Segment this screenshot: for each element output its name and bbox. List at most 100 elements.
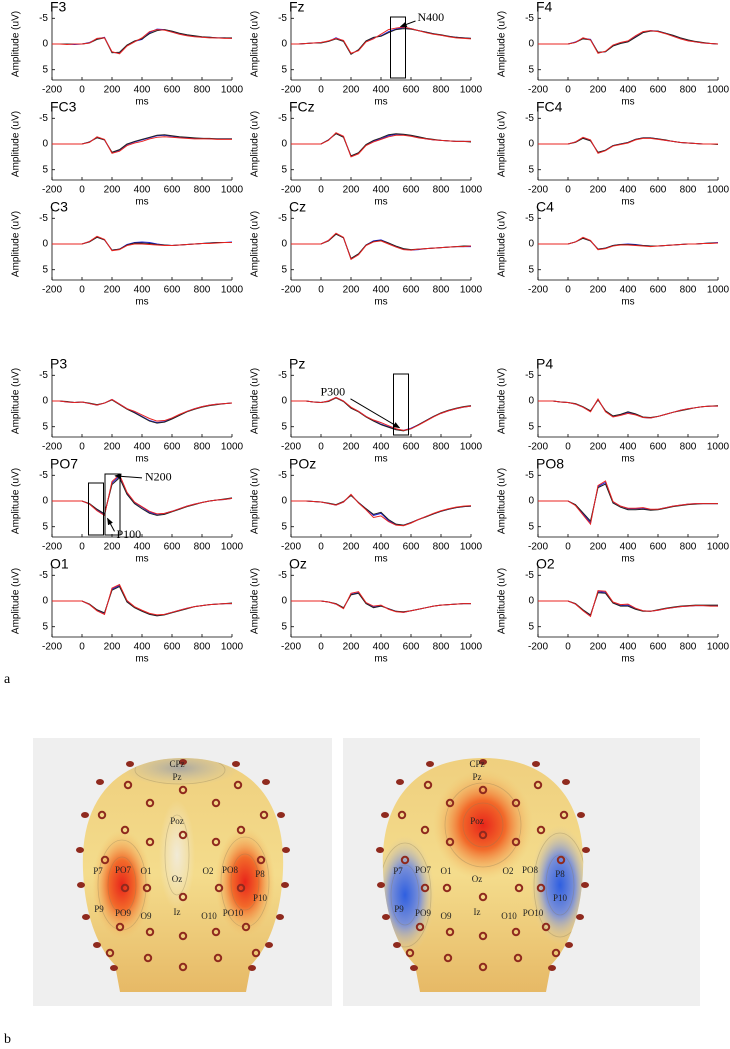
electrode (178, 830, 188, 840)
erp-line (538, 590, 718, 618)
electrode (533, 780, 543, 790)
x-tick-label: 200 (343, 185, 360, 196)
chart-title: PO7 (50, 456, 78, 472)
erp-line (52, 29, 232, 55)
y-tick-label: 5 (528, 264, 534, 275)
erp-line (52, 28, 233, 54)
chart-title: P3 (50, 356, 67, 372)
x-tick-label: 800 (680, 285, 697, 296)
x-tick-label: 1000 (707, 642, 730, 653)
y-tick-label: -5 (39, 370, 48, 381)
y-tick-label: -5 (39, 113, 48, 124)
erp-charts: -5 0 5 -200 0 200 400 600 800 1000 ms Amplitude (uV… (11, 0, 730, 665)
x-tick-label: 0 (318, 85, 324, 96)
x-tick-label: 0 (79, 285, 85, 296)
x-tick-label: -200 (528, 442, 548, 453)
electrode (513, 953, 523, 963)
electrode (548, 965, 556, 971)
x-tick-label: 200 (590, 442, 607, 453)
chart-title: F4 (536, 0, 553, 15)
y-axis-label: Amplitude (uV) (11, 211, 22, 277)
x-tick-label: 1000 (707, 185, 730, 196)
x-tick-label: 400 (134, 542, 151, 553)
x-tick-label: 1000 (221, 542, 244, 553)
electrode (120, 883, 130, 893)
x-tick-label: 200 (104, 285, 121, 296)
y-tick-label: 0 (528, 396, 534, 407)
annotation-box (88, 482, 104, 536)
x-tick-label: 1000 (460, 442, 483, 453)
x-tick-label: 0 (565, 642, 571, 653)
electrode (511, 798, 521, 808)
electrode (582, 847, 590, 853)
electrode-label: Poz (470, 816, 484, 826)
electrode (478, 892, 488, 902)
y-tick-label: 0 (42, 139, 48, 150)
x-tick-label: 0 (565, 285, 571, 296)
y-tick-label: 0 (281, 596, 287, 607)
electrode-label: P9 (94, 904, 104, 914)
y-tick-label: 0 (528, 239, 534, 250)
x-tick-label: 400 (620, 285, 637, 296)
y-tick-label: -5 (525, 213, 534, 224)
electrode-label: O10 (201, 911, 217, 921)
x-tick-label: -200 (42, 542, 62, 553)
electrode-label: Pz (473, 772, 482, 782)
electrode (576, 914, 584, 920)
electrode (536, 883, 546, 893)
annotation-box (104, 473, 121, 536)
erp-chart: -5 0 5 -200 0 200 400 600 800 1000 ms Amplitude (uV… (250, 356, 483, 465)
electrode (478, 962, 488, 972)
electrode-label: CPz (469, 759, 484, 769)
electrode-label: Pz (173, 772, 182, 782)
electrode (213, 953, 223, 963)
x-tick-label: 200 (343, 442, 360, 453)
electrodes: CPz Pz Poz P7 PO7 O1 Oz O2 PO8 P8 P9 PO9 O9 Iz O10 PO10… (76, 759, 590, 972)
x-tick-label: 800 (194, 85, 211, 96)
electrode (178, 931, 188, 941)
erp-line (291, 233, 471, 260)
topomap-panels: CPz Pz Poz P7 PO7 O1 Oz O2 PO8 P8 P9 PO9 O9 Iz O10 PO10… (33, 738, 700, 1006)
erp-line (52, 29, 232, 54)
annotation-label: P100 (117, 527, 142, 541)
y-axis-label: Amplitude (uV) (497, 111, 508, 177)
erp-line (291, 132, 471, 157)
electrode (276, 914, 284, 920)
x-tick-label: 600 (650, 85, 667, 96)
annotation: N200 (104, 470, 172, 536)
erp-line (538, 137, 718, 154)
x-axis-label: ms (135, 197, 148, 208)
electrode (556, 855, 566, 865)
y-axis-label: Amplitude (uV) (497, 368, 508, 434)
head-right (382, 758, 584, 992)
erp-line (538, 591, 719, 617)
x-tick-label: 800 (680, 642, 697, 653)
electrode (559, 810, 569, 820)
x-tick-label: 600 (403, 285, 420, 296)
electrode (400, 855, 410, 865)
x-tick-label: 0 (79, 185, 85, 196)
x-tick-label: 200 (590, 85, 607, 96)
y-axis-label: Amplitude (uV) (497, 11, 508, 77)
y-axis-label: Amplitude (uV) (11, 468, 22, 534)
y-tick-label: 5 (281, 64, 287, 75)
x-tick-label: 0 (318, 642, 324, 653)
y-axis-label: Amplitude (uV) (11, 368, 22, 434)
x-tick-label: 200 (343, 542, 360, 553)
x-axis-label: ms (374, 97, 387, 108)
y-axis-label: Amplitude (uV) (250, 111, 261, 177)
annotation-arrow (399, 20, 416, 28)
erp-line (291, 28, 472, 55)
x-axis-label: ms (621, 297, 634, 308)
chart-title: FC4 (536, 99, 563, 115)
x-tick-label: 200 (343, 85, 360, 96)
electrode (420, 825, 430, 835)
erp-line (538, 481, 718, 524)
annotation: P100 (88, 482, 142, 541)
x-tick-label: -200 (281, 185, 301, 196)
electrode (410, 965, 418, 971)
chart-title: Pz (289, 356, 305, 372)
y-axis-label: Amplitude (uV) (250, 211, 261, 277)
x-tick-label: 600 (650, 442, 667, 453)
x-tick-label: 600 (164, 642, 181, 653)
